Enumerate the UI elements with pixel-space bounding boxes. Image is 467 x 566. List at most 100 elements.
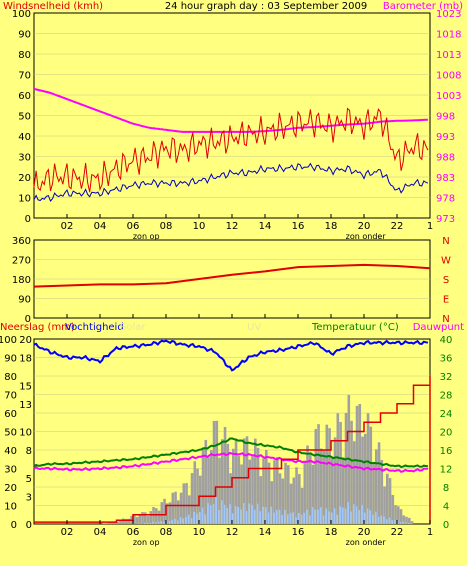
solar-bar [254,438,257,524]
humidity-tick-label: 20 [4,483,17,494]
rain-tick-label: 5 [26,474,32,485]
uv-bar [144,522,146,524]
solar-bar [377,442,381,524]
wind-tick-label: 10 [18,194,31,205]
uv-bar [375,511,377,524]
solar-bar [256,447,260,524]
uv-bar [248,503,251,524]
solar-bar [204,439,208,524]
solar-bar [124,519,128,524]
uv-bar [168,520,171,524]
solar-bar [163,498,166,524]
solar-bar [333,437,337,524]
rain-label: Neerslag (mm) [0,322,75,333]
humidity-line [33,339,429,372]
uv-bar [314,509,317,524]
uv-bar [353,504,355,524]
solar-bar [157,510,161,524]
uv-bar [138,523,141,524]
x-tick-label: 10 [193,221,206,232]
solar-bar [265,450,268,524]
solar-bar [166,503,169,524]
solar-bar [212,420,216,524]
temperature-tick-label: 16 [440,446,453,457]
x-tick-label: 1 [427,221,433,232]
uv-bar [265,507,267,524]
uv-bar [212,504,215,524]
uv-bar [386,519,388,524]
chart-title: 24 hour graph day : 03 September 2009 [165,1,367,12]
uv-bar [218,510,220,524]
temperature-tick-label: 28 [440,391,453,402]
solar-bar [375,449,378,524]
solar-bar [234,439,238,524]
uv-bar [160,521,163,524]
uv-bar [339,506,341,524]
rain-tick-label: 10 [19,428,32,439]
solar-bar [386,473,389,524]
uv-bar [394,519,396,524]
solar-bar [284,462,287,524]
baro-tick-label: 988 [436,153,455,164]
uv-bar [251,504,253,524]
compass-tick-label: E [443,295,449,306]
solar-bar [405,516,408,524]
uv-bar [408,522,410,524]
solar-bar [168,502,172,524]
uv-bar [234,505,237,524]
solar-bar [119,519,122,524]
direction-tick-label: 0 [25,314,31,325]
solar-bar [331,458,334,524]
rain-tick-label: 8 [26,446,32,457]
solar-bar [322,450,326,524]
solar-bar [383,486,386,524]
solar-bar [281,478,285,524]
x-tick-label: 04 [94,527,107,538]
solar-bar [171,492,175,524]
uv-bar [174,518,176,524]
temperature-tick-label: 36 [440,354,453,365]
wind-tick-label: 0 [25,214,31,225]
humidity-tick-label: 40 [4,446,17,457]
uv-bar [157,521,160,524]
baro-tick-label: 973 [436,214,455,225]
solar-bar [116,521,120,524]
solar-bar [364,433,367,524]
humidity-tick-label: 80 [4,372,17,383]
uv-bar [355,506,358,524]
solar-bar [218,457,221,524]
x-tick-label: 22 [391,221,404,232]
uv-bar [223,504,226,524]
x-tick-label: 08 [160,221,173,232]
uv-bar [298,512,300,524]
solar-bar [328,428,331,524]
uv-bar [284,509,286,524]
solar-bar [196,468,199,524]
uv-bar [199,512,201,524]
uv-bar [267,512,270,524]
baro-tick-label: 1013 [436,50,461,61]
wind-tick-label: 50 [18,112,31,123]
sunrise-marker: zon op [133,538,160,547]
uv-bar [377,516,380,524]
temperature-tick-label: 40 [440,335,453,346]
x-tick-label: 10 [193,527,206,538]
baro-tick-label: 1008 [436,71,461,82]
x-tick-label: 12 [226,221,239,232]
humidity-tick-label: 90 [4,354,17,365]
temperature-tick-label: 8 [443,483,449,494]
sunset-marker: zon onder [346,538,387,547]
x-tick-label: 04 [94,221,107,232]
uv-bar [322,515,325,524]
uv-bar [320,507,322,524]
uv-bar [342,507,344,524]
temperature-tick-label: 4 [443,502,449,513]
uv-bar [259,511,262,524]
solar-bar [138,515,142,524]
humidity-tick-label: 60 [4,409,17,420]
uv-bar [344,508,347,524]
rain-tick-label: 18 [19,354,32,365]
x-tick-label: 12 [226,527,239,538]
solar-bar [226,443,230,524]
rain-temp-chart: 1009080706050403020100201815131085304036… [0,335,452,547]
